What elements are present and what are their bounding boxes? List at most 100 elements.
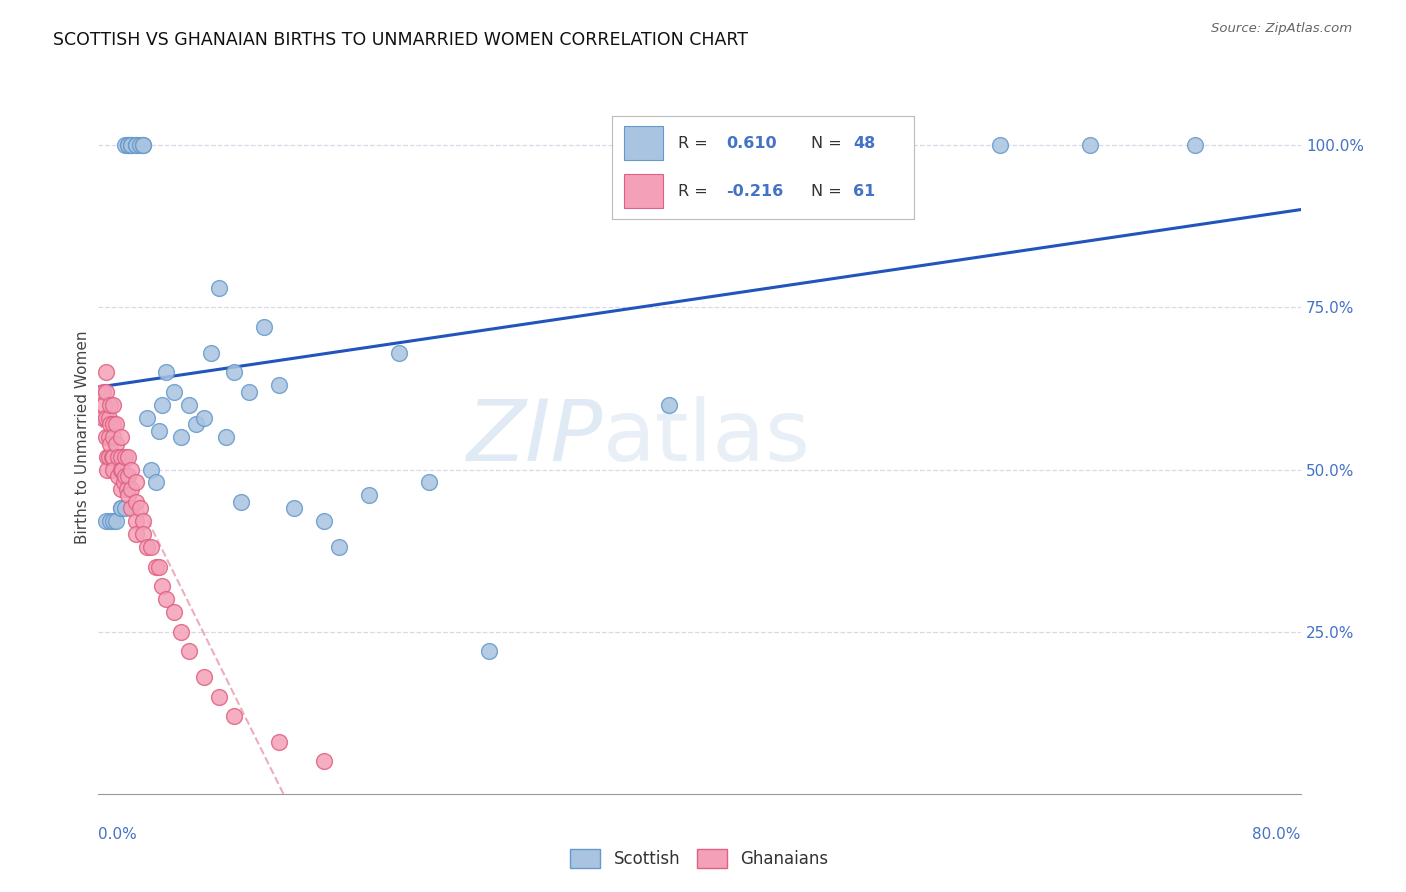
Point [121, 138, 143, 153]
Point [114, 450, 136, 464]
Point [112, 475, 135, 490]
Y-axis label: Births to Unmarried Women: Births to Unmarried Women [75, 330, 90, 544]
FancyBboxPatch shape [624, 175, 664, 208]
Point [125, 138, 148, 153]
Point [129, 138, 152, 153]
Point [162, 384, 184, 399]
Legend: Scottish, Ghanaians: Scottish, Ghanaians [564, 842, 835, 875]
Point [91, 384, 114, 399]
Point [110, 482, 132, 496]
Point [193, 410, 215, 425]
Text: Source: ZipAtlas.com: Source: ZipAtlas.com [1212, 22, 1353, 36]
Point [96, 450, 118, 464]
Point [150, 579, 173, 593]
Point [117, 450, 139, 464]
Point [253, 319, 276, 334]
Point [139, 462, 162, 476]
Text: N =: N = [811, 184, 842, 199]
Point [148, 424, 170, 438]
Point [101, 450, 124, 464]
Point [238, 384, 260, 399]
Point [107, 469, 129, 483]
Point [93, 398, 115, 412]
Point [208, 281, 231, 295]
Point [734, 138, 756, 153]
Point [135, 410, 157, 425]
Point [117, 469, 139, 483]
Point [110, 501, 132, 516]
Text: SCOTTISH VS GHANAIAN BIRTHS TO UNMARRIED WOMEN CORRELATION CHART: SCOTTISH VS GHANAIAN BIRTHS TO UNMARRIED… [53, 31, 748, 49]
Point [125, 515, 148, 529]
Point [97, 430, 120, 444]
Point [135, 541, 157, 555]
Point [283, 501, 305, 516]
Point [177, 398, 200, 412]
Point [170, 624, 193, 639]
Point [312, 515, 335, 529]
Point [132, 527, 155, 541]
Point [91, 410, 114, 425]
Point [111, 462, 134, 476]
Point [418, 475, 440, 490]
Point [215, 430, 238, 444]
Text: 0.0%: 0.0% [98, 827, 138, 841]
Point [117, 488, 139, 502]
Point [110, 450, 132, 464]
Point [103, 515, 125, 529]
Point [97, 410, 120, 425]
Point [148, 559, 170, 574]
Point [1078, 138, 1101, 153]
Point [117, 138, 139, 153]
Point [208, 690, 231, 704]
Text: N =: N = [811, 136, 842, 151]
Point [121, 482, 143, 496]
Point [132, 138, 155, 153]
Text: 0.610: 0.610 [727, 136, 778, 151]
Point [94, 384, 117, 399]
Point [658, 398, 681, 412]
Text: ZIP: ZIP [467, 395, 603, 479]
Point [132, 138, 155, 153]
Point [267, 735, 290, 749]
Point [117, 138, 139, 153]
Text: R =: R = [678, 184, 707, 199]
Point [94, 365, 117, 379]
Point [388, 345, 411, 359]
Point [155, 592, 177, 607]
Point [267, 378, 290, 392]
Point [94, 430, 117, 444]
FancyBboxPatch shape [624, 127, 664, 160]
Point [145, 475, 167, 490]
Point [121, 138, 143, 153]
Point [177, 644, 200, 658]
Point [110, 430, 132, 444]
Point [100, 398, 122, 412]
Point [150, 398, 173, 412]
Point [114, 138, 136, 153]
Text: R =: R = [678, 136, 707, 151]
Point [200, 345, 222, 359]
Point [103, 450, 125, 464]
Point [125, 138, 148, 153]
Point [105, 436, 128, 450]
Point [312, 755, 335, 769]
Point [988, 138, 1011, 153]
Point [145, 559, 167, 574]
Point [114, 469, 136, 483]
Point [114, 501, 136, 516]
Point [110, 501, 132, 516]
Point [96, 462, 118, 476]
Point [103, 417, 125, 431]
Point [121, 501, 143, 516]
Point [121, 462, 143, 476]
Text: atlas: atlas [603, 395, 811, 479]
Point [328, 541, 350, 555]
Text: -0.216: -0.216 [727, 184, 783, 199]
Point [103, 462, 125, 476]
Point [100, 417, 122, 431]
Point [100, 515, 122, 529]
Point [184, 417, 207, 431]
Point [125, 527, 148, 541]
Text: 80.0%: 80.0% [1253, 827, 1301, 841]
Point [129, 501, 152, 516]
